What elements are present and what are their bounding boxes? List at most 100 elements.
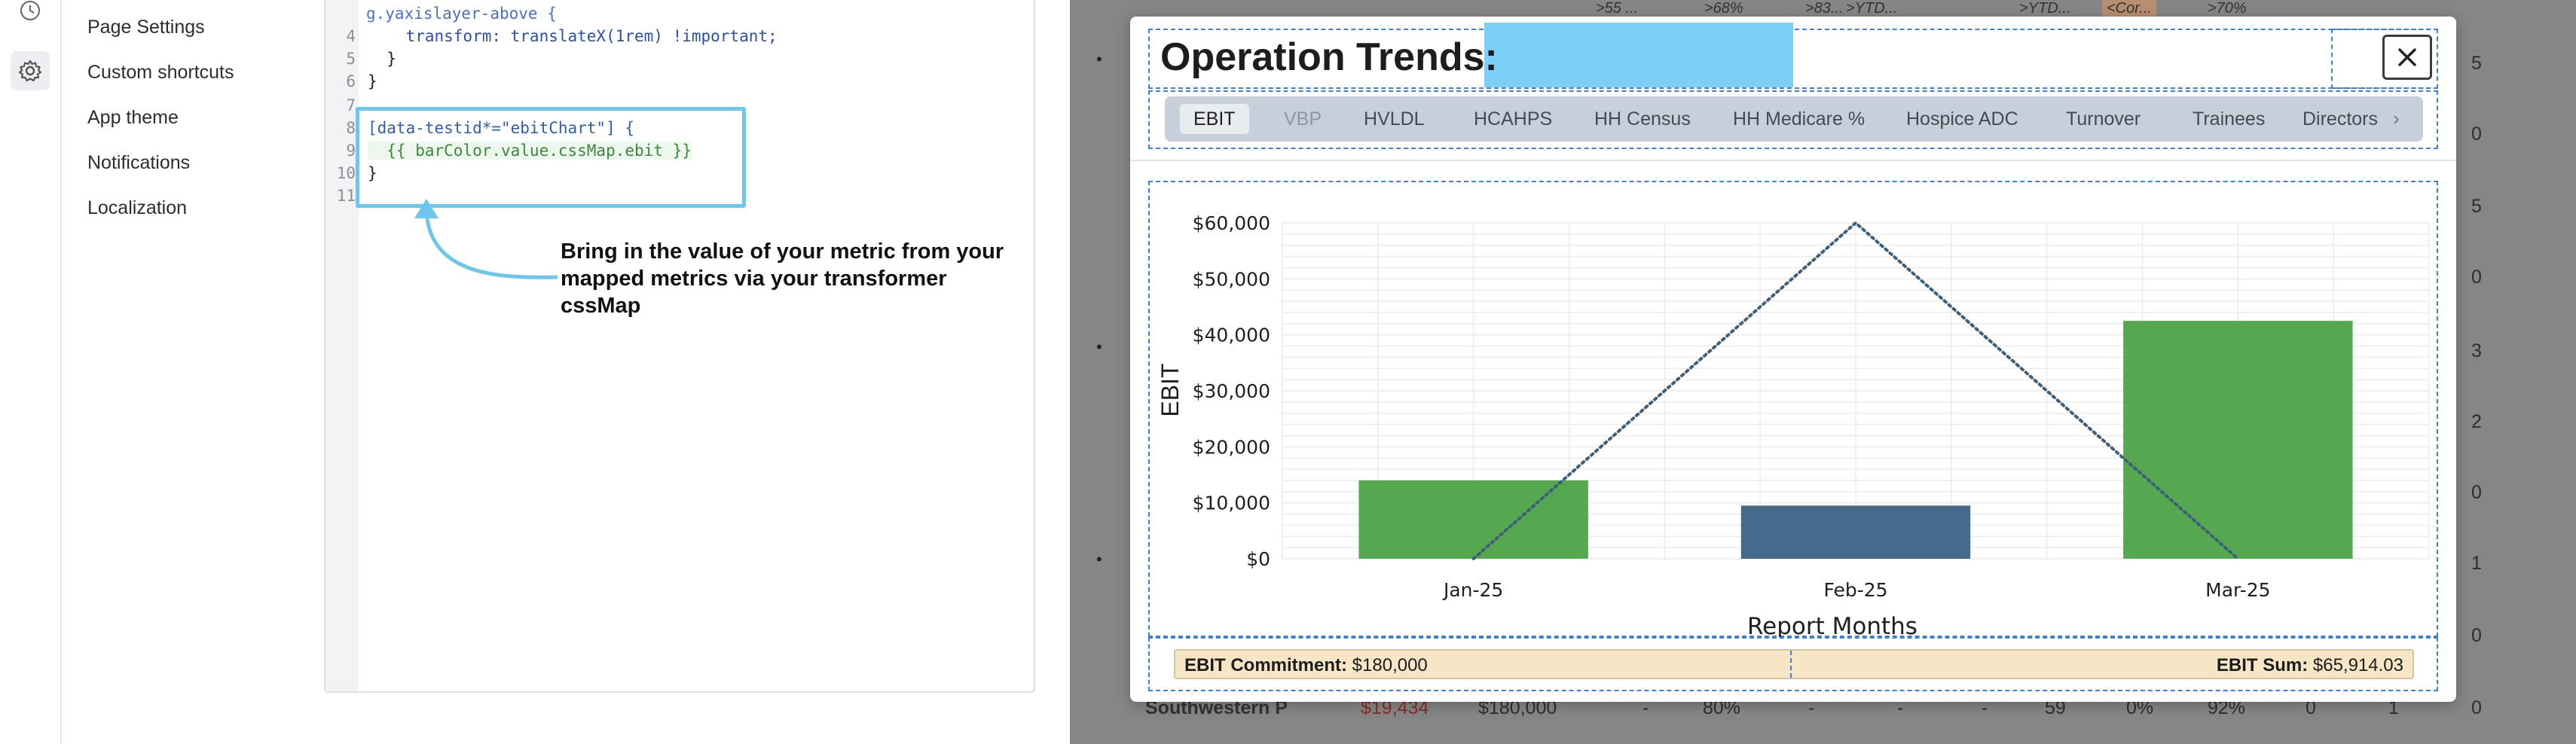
y-axis-ticks: $0 $10,000 $20,000 $30,000 $40,000 $50,000 $60… — [1193, 212, 1270, 570]
tab-hcahps[interactable]: HCAHPS — [1474, 108, 1553, 130]
y-tick-label: $20,000 — [1193, 436, 1270, 458]
ebit-commitment: EBIT Commitment: $180,000 — [1184, 655, 1428, 676]
bg-row-value: - — [1982, 697, 1988, 718]
modal-divider — [1130, 160, 2456, 161]
tab-hh-census[interactable]: HH Census — [1594, 108, 1691, 130]
line-number: 8 — [346, 119, 356, 137]
code-line: } — [368, 50, 396, 68]
ebit-commitment-label: EBIT Commitment: — [1184, 655, 1347, 675]
nav-item-custom-shortcuts[interactable]: Custom shortcuts — [87, 62, 234, 83]
bg-row-bullet: • — [1096, 550, 1102, 569]
annotation-arrow — [414, 199, 558, 279]
line-number: 5 — [346, 50, 356, 68]
chart-line-series — [1471, 221, 2240, 560]
bg-header-cell: <Cor... — [2102, 0, 2156, 17]
y-tick-label: $0 — [1246, 548, 1270, 570]
footer-outline — [1148, 637, 2438, 691]
tab-trainees[interactable]: Trainees — [2193, 108, 2266, 130]
tab-vbp[interactable]: VBP — [1284, 108, 1322, 130]
bg-row-count: 0 — [2471, 123, 2482, 145]
code-line: transform: translateX(1rem) !important; — [368, 27, 778, 45]
bg-row-count: 0 — [2471, 482, 2482, 503]
bg-header-cell: >83... — [1805, 0, 1844, 17]
bg-header-cell: >55 ... — [1596, 0, 1639, 17]
line-number: 9 — [346, 142, 356, 160]
bg-row-count: 0 — [2471, 625, 2482, 646]
tab-scroll-right-icon[interactable]: › — [2393, 107, 2400, 130]
redacted-title-value — [1484, 23, 1793, 87]
chart-line — [1471, 221, 2240, 560]
code-line: {{ barColor.value.cssMap.ebit }} — [368, 142, 692, 160]
line-number: 4 — [346, 27, 356, 45]
bg-row-bullet: • — [1096, 337, 1102, 356]
bg-row-value: 1 — [2388, 697, 2399, 718]
code-highlight-box — [356, 107, 746, 208]
bg-row-count: 1 — [2471, 553, 2482, 574]
x-tick-label: Mar-25 — [2205, 579, 2270, 601]
bg-row-count: 5 — [2471, 53, 2482, 74]
bg-row-value: - — [1808, 697, 1815, 718]
footer-divider — [1790, 651, 1792, 678]
metric-tabbar: EBIT VBP HVLDL HCAHPS HH Census HH Medic… — [1165, 96, 2423, 142]
nav-item-app-theme[interactable]: App theme — [87, 107, 179, 128]
chart-bar[interactable] — [2123, 321, 2353, 559]
chart-bar[interactable] — [1358, 480, 1588, 559]
settings-gear-icon[interactable] — [11, 51, 50, 90]
nav-item-notifications[interactable]: Notifications — [87, 152, 191, 173]
bg-header-cell: >YTD... — [1846, 0, 1898, 17]
nav-item-page-settings[interactable]: Page Settings — [87, 17, 205, 38]
chart-bars — [1358, 321, 2353, 559]
close-area-outline — [2331, 29, 2438, 89]
tab-hospice-adc[interactable]: Hospice ADC — [1906, 108, 2018, 130]
close-button[interactable] — [2382, 35, 2432, 80]
operation-trends-modal: Operation Trends: EBIT VBP HVLDL HCAHPS … — [1130, 17, 2456, 702]
tab-turnover[interactable]: Turnover — [2066, 108, 2141, 130]
ebit-summary-bar: EBIT Commitment: $180,000 EBIT Sum: $65,… — [1174, 649, 2414, 679]
bg-row-value: 0 — [2306, 697, 2316, 718]
bg-row-bullet: • — [1096, 50, 1102, 69]
x-tick-label: Feb-25 — [1823, 579, 1887, 601]
x-axis-label: Report Months — [1747, 613, 1917, 637]
annotation-text: Bring in the value of your metric from y… — [561, 239, 1004, 318]
x-axis-ticks: Jan-25 Feb-25 Mar-25 — [1442, 579, 2271, 601]
y-tick-label: $10,000 — [1193, 492, 1270, 514]
tab-hh-medicare[interactable]: HH Medicare % — [1733, 108, 1866, 130]
y-tick-label: $30,000 — [1193, 380, 1270, 402]
y-tick-label: $60,000 — [1193, 212, 1270, 234]
ebit-commitment-value: $180,000 — [1352, 655, 1428, 675]
x-tick-label: Jan-25 — [1442, 579, 1503, 601]
bg-row-count: 0 — [2471, 697, 2482, 718]
modal-title: Operation Trends: — [1160, 35, 1498, 79]
code-line: [data-testid*="ebitChart"] { — [368, 119, 635, 137]
close-icon — [2398, 48, 2416, 66]
tab-directors[interactable]: Directors — [2303, 108, 2379, 130]
bg-row-value: - — [1897, 697, 1904, 718]
tab-ebit[interactable]: EBIT — [1180, 104, 1249, 134]
y-axis-label: EBIT — [1157, 363, 1184, 416]
bg-row-count: 5 — [2471, 196, 2482, 217]
ebit-chart: $0 $10,000 $20,000 $30,000 $40,000 $50,000 $60… — [1157, 212, 2430, 637]
bg-header-cell: >70% — [2208, 0, 2247, 17]
chart-bar[interactable] — [1740, 505, 1971, 559]
ebit-sum: EBIT Sum: $65,914.03 — [2217, 655, 2403, 676]
nav-item-localization[interactable]: Localization — [87, 197, 188, 218]
code-line: } — [368, 72, 377, 90]
bg-row-value: - — [1642, 697, 1649, 718]
line-number: 6 — [346, 72, 356, 90]
tabbar-outline — [1148, 90, 2438, 149]
line-number: 10 — [336, 164, 356, 182]
code-line: } — [368, 164, 377, 182]
line-number-gutter: 4 5 6 7 8 9 10 11 — [325, 0, 359, 691]
y-tick-label: $50,000 — [1193, 268, 1270, 290]
ebit-sum-value: $65,914.03 — [2312, 655, 2403, 675]
line-number: 7 — [346, 96, 356, 114]
icon-rail — [0, 0, 62, 744]
tab-hvldl[interactable]: HVLDL — [1364, 108, 1425, 130]
bg-header-cell: >YTD... — [2019, 0, 2071, 17]
css-code-editor[interactable]: 4 5 6 7 8 9 10 11 g.yaxislayer-above { t… — [324, 0, 1035, 693]
bg-header-cell: >68% — [1704, 0, 1743, 17]
history-icon[interactable] — [11, 0, 50, 30]
code-line: g.yaxislayer-above { — [366, 5, 557, 23]
bg-row-count: 3 — [2471, 340, 2482, 361]
chart-outline — [1148, 181, 2438, 637]
